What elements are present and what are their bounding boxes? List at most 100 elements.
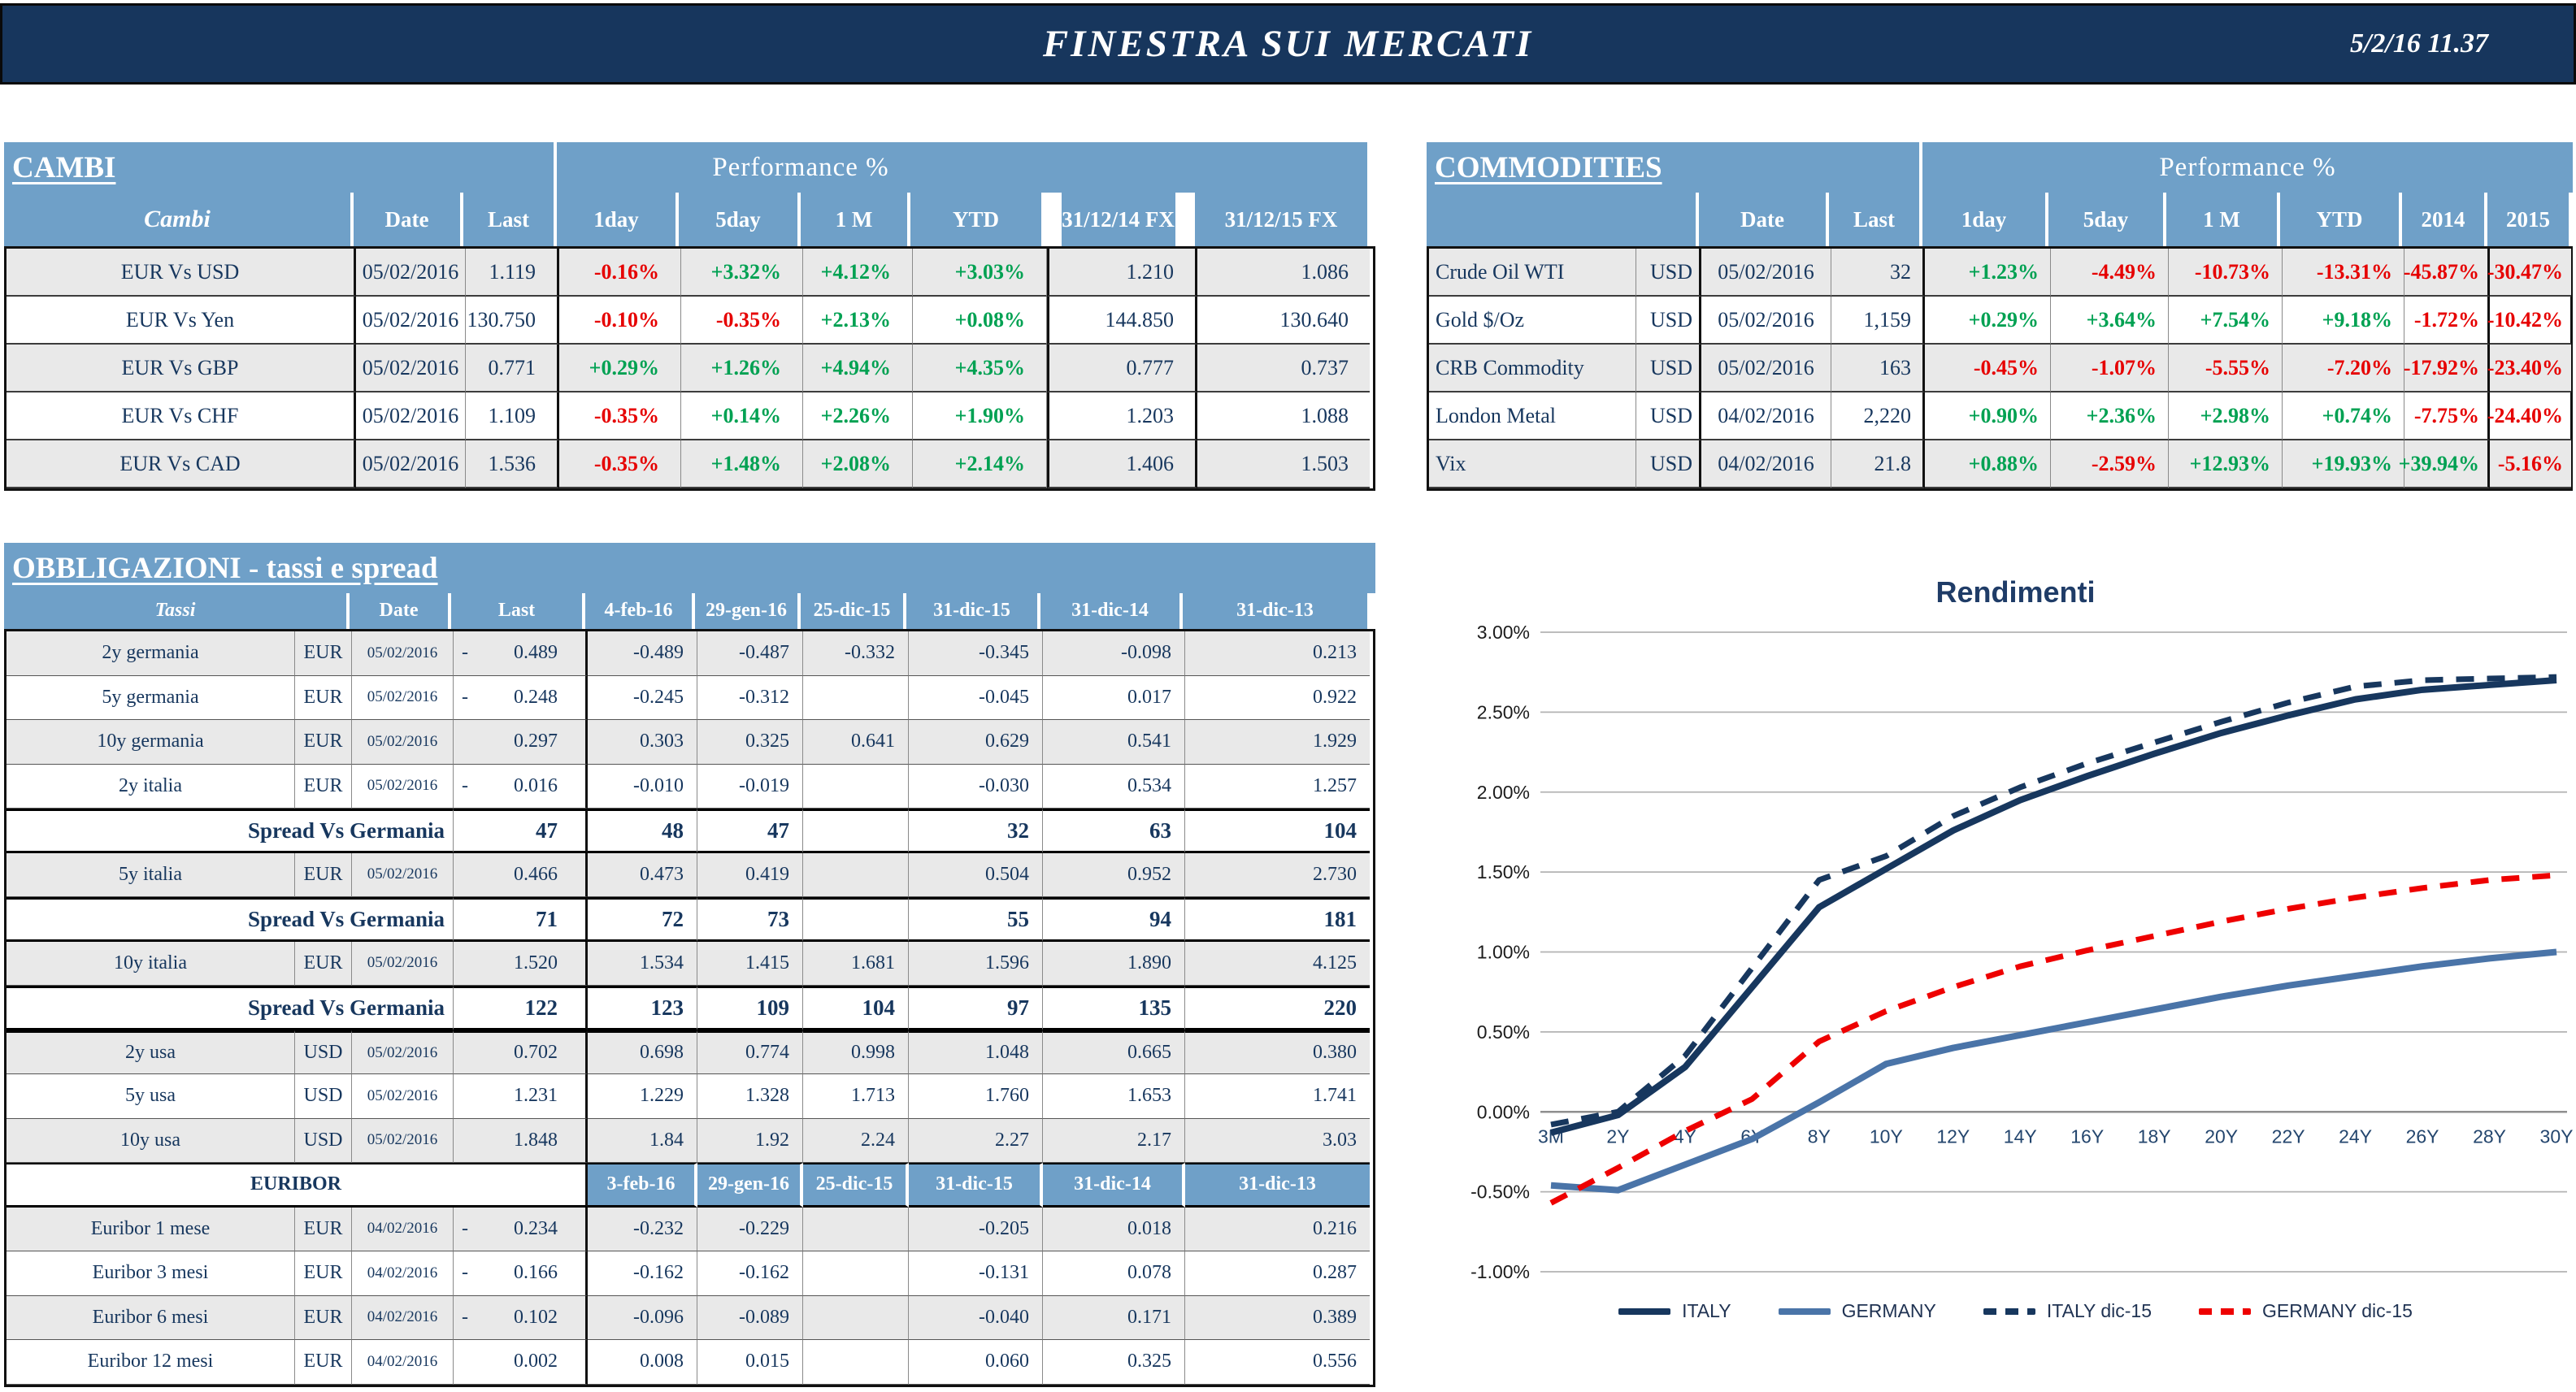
cell-date: 05/02/2016: [352, 675, 454, 720]
cell-v2: [803, 897, 909, 942]
report-datetime: 5/2/16 11.37: [2349, 28, 2488, 59]
cell-v1: -0.312: [697, 675, 803, 720]
cell-1m: +4.12%: [803, 249, 913, 297]
cell-currency: USD: [1636, 345, 1701, 392]
col-5day: 5day: [2048, 193, 2166, 246]
cell-pair-name: EUR Vs Yen: [7, 297, 356, 345]
cell-currency: EUR: [295, 1207, 352, 1251]
cell-currency: EUR: [295, 852, 352, 897]
cell-name: Euribor 12 mesi: [7, 1340, 295, 1385]
col-tassi: Tassi: [4, 593, 350, 629]
cell-v3: 1.760: [909, 1074, 1043, 1119]
cell-date: 05/02/2016: [1701, 249, 1831, 297]
cell-last: 1.109: [466, 392, 559, 440]
svg-text:2.00%: 2.00%: [1477, 782, 1530, 803]
cell-date: 05/02/2016: [352, 852, 454, 897]
cell-1day: -0.45%: [1925, 345, 2051, 392]
cell-5day: +3.64%: [2051, 297, 2169, 345]
col-2014: 2014: [2402, 193, 2487, 246]
cell-last: 130.750: [466, 297, 559, 345]
cell-v1: -0.089: [697, 1295, 803, 1340]
cell-v2: [803, 1295, 909, 1340]
cell-last: 1.848: [454, 1118, 588, 1163]
minus-sign: -: [462, 1306, 468, 1328]
cell-v1: 0.419: [697, 852, 803, 897]
bond-row: 5y usa USD 05/02/2016 1.231 1.229 1.328 …: [7, 1074, 1373, 1119]
cell-last: 1.119: [466, 249, 559, 297]
cell-5day: +1.26%: [681, 345, 803, 392]
cell-v2: -0.332: [803, 631, 909, 676]
cell-1day: -0.35%: [559, 392, 681, 440]
cell-v4: 2.17: [1043, 1118, 1185, 1163]
spread-label: Spread Vs Germania: [7, 809, 454, 853]
cell-v2: 0.998: [803, 1030, 909, 1074]
minus-sign: -: [462, 774, 468, 796]
last-value: 1.848: [514, 1129, 558, 1151]
cell-v5: 104: [1185, 809, 1370, 853]
cell-1day: +0.90%: [1925, 392, 2051, 440]
col-e4: 31-dic-14: [1043, 1163, 1185, 1208]
cambi-title-row: CAMBI Performance %: [4, 142, 1375, 193]
col-e2: 25-dic-15: [803, 1163, 909, 1208]
cell-2014: -7.75%: [2404, 392, 2490, 440]
cell-v1: -0.019: [697, 764, 803, 809]
cell-fx14: 1.210: [1047, 249, 1197, 297]
svg-text:22Y: 22Y: [2272, 1125, 2305, 1147]
col-last: Last: [1829, 193, 1922, 246]
cell-last: 1.231: [454, 1074, 588, 1119]
cell-v1: -0.487: [697, 631, 803, 676]
cell-last: - 0.016: [454, 764, 588, 809]
last-value: 0.248: [514, 686, 558, 708]
cell-currency: USD: [1636, 297, 1701, 345]
cell-1m: +2.98%: [2169, 392, 2283, 440]
cell-v0: -0.245: [588, 675, 697, 720]
cell-1m: +2.08%: [803, 440, 913, 488]
cell-v2: 1.681: [803, 941, 909, 986]
cell-v4: 0.018: [1043, 1207, 1185, 1251]
cell-v3: -0.205: [909, 1207, 1043, 1251]
cell-v4: 0.952: [1043, 852, 1185, 897]
cell-v4: 0.325: [1043, 1340, 1185, 1385]
cell-v4: 0.541: [1043, 720, 1185, 765]
cell-v3: -0.030: [909, 764, 1043, 809]
cell-v4: 1.890: [1043, 941, 1185, 986]
col-d3: 31-dic-15: [906, 593, 1040, 629]
cell-1day: -0.35%: [559, 440, 681, 488]
cell-last: 163: [1831, 345, 1925, 392]
bond-row: 2y usa USD 05/02/2016 0.702 0.698 0.774 …: [7, 1030, 1373, 1074]
cell-v3: 1.048: [909, 1030, 1043, 1074]
cell-last: - 0.248: [454, 675, 588, 720]
cell-5day: -0.35%: [681, 297, 803, 345]
svg-text:20Y: 20Y: [2205, 1125, 2238, 1147]
cell-last: - 0.166: [454, 1251, 588, 1296]
cell-2015: -23.40%: [2487, 345, 2571, 392]
col-5day: 5day: [679, 193, 801, 246]
germany-dic15-line-swatch: [2199, 1307, 2251, 1315]
cell-v5: 0.287: [1185, 1251, 1370, 1296]
svg-text:30Y: 30Y: [2540, 1125, 2574, 1147]
spread-row: Spread Vs Germania 122 123 109 104 97 13…: [7, 986, 1373, 1030]
minus-sign: -: [462, 642, 468, 664]
commodities-rows: Crude Oil WTI USD 05/02/2016 32 +1.23% -…: [1427, 249, 2573, 491]
cell-v2: [803, 809, 909, 853]
cell-5day: +0.14%: [681, 392, 803, 440]
cell-v1: 1.328: [697, 1074, 803, 1119]
obbligazioni-table: OBBLIGAZIONI - tassi e spread Tassi Date…: [4, 543, 1375, 1387]
cell-name: 5y italia: [7, 852, 295, 897]
svg-text:10Y: 10Y: [1870, 1125, 1903, 1147]
italy-dic15-line-swatch: [1983, 1307, 2035, 1315]
cell-fx14: 1.203: [1047, 392, 1197, 440]
cell-pair-name: EUR Vs CHF: [7, 392, 356, 440]
commodities-title-row: COMMODITIES Performance %: [1427, 142, 2573, 193]
cell-v0: 0.698: [588, 1030, 697, 1074]
cambi-row: EUR Vs Yen 05/02/2016 130.750 -0.10% -0.…: [7, 297, 1373, 345]
cell-v0: -0.162: [588, 1251, 697, 1296]
cell-v3: 0.060: [909, 1340, 1043, 1385]
last-value: 0.166: [514, 1262, 558, 1284]
col-2015: 2015: [2487, 193, 2569, 246]
svg-text:8Y: 8Y: [1808, 1125, 1831, 1147]
cell-v5: 1.257: [1185, 765, 1370, 809]
cell-1m: +7.54%: [2169, 297, 2283, 345]
col-last: Last: [451, 593, 585, 629]
svg-text:2Y: 2Y: [1606, 1125, 1629, 1147]
